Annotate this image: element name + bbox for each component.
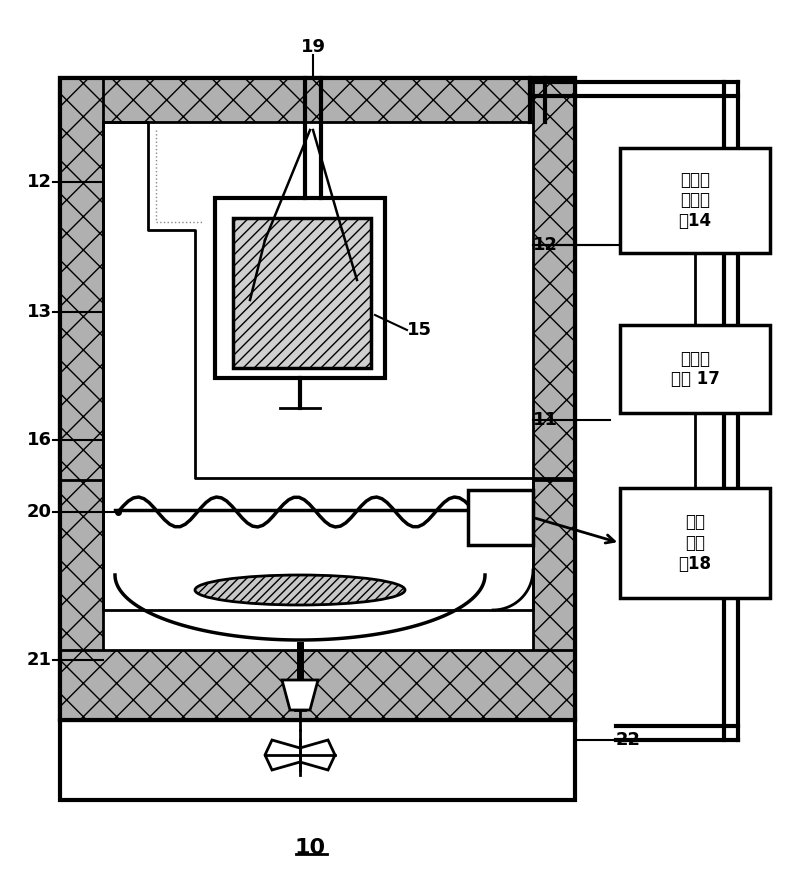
Bar <box>620 488 770 598</box>
Text: 温度记
录控制
妗14: 温度记 录控制 妗14 <box>678 170 711 230</box>
Bar <box>620 325 770 413</box>
Bar <box>60 650 575 720</box>
Bar <box>60 78 103 610</box>
Polygon shape <box>265 740 335 770</box>
Text: 15: 15 <box>407 321 432 339</box>
Bar <box>60 78 575 122</box>
Text: 13: 13 <box>27 303 52 321</box>
Bar <box>60 78 575 720</box>
Polygon shape <box>115 575 485 640</box>
Text: 12: 12 <box>27 173 52 191</box>
Text: 20: 20 <box>27 503 52 521</box>
Bar <box>60 480 103 720</box>
Bar <box>533 78 575 478</box>
Text: 信号输
出器 17: 信号输 出器 17 <box>670 349 719 388</box>
Bar <box>620 148 770 253</box>
Polygon shape <box>282 680 318 710</box>
Bar <box>60 78 575 720</box>
Text: 19: 19 <box>301 38 326 56</box>
Bar <box>215 198 385 378</box>
Ellipse shape <box>195 575 405 605</box>
Bar <box>533 480 575 720</box>
Bar <box>103 122 533 610</box>
Bar <box>60 720 575 800</box>
Polygon shape <box>103 122 533 610</box>
Text: 22: 22 <box>616 731 641 749</box>
Bar <box>468 490 533 545</box>
Text: 12: 12 <box>533 236 558 254</box>
Text: 安全
报警
妗18: 安全 报警 妗18 <box>678 514 711 573</box>
Text: 21: 21 <box>27 651 52 669</box>
Bar <box>233 218 371 368</box>
Text: 10: 10 <box>294 838 326 858</box>
Text: 16: 16 <box>27 431 52 449</box>
Bar <box>103 480 533 650</box>
Text: 11: 11 <box>533 411 558 429</box>
